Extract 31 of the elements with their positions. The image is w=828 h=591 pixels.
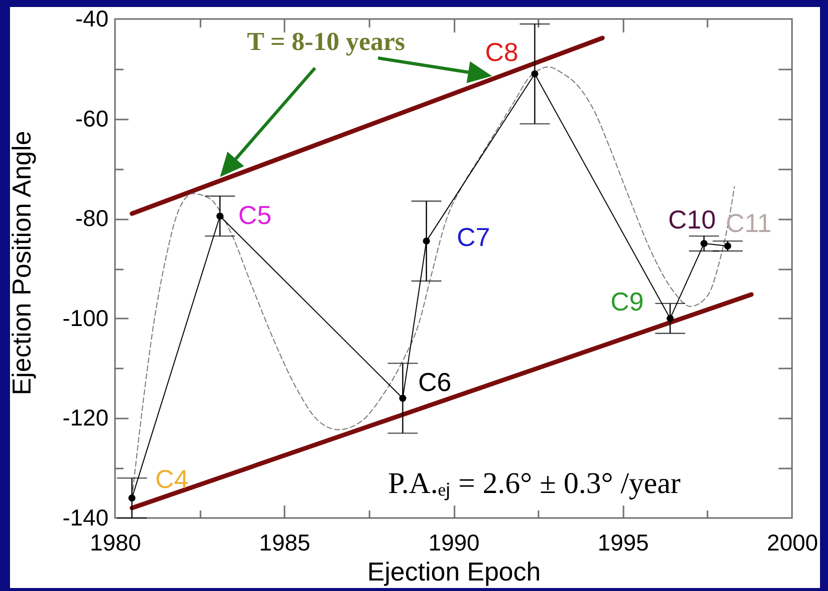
y-tick-label: -40 xyxy=(75,6,108,32)
point xyxy=(724,242,732,250)
point xyxy=(128,494,136,502)
annotation: C10 xyxy=(668,204,716,235)
point xyxy=(531,70,538,78)
x-tick-label: 1995 xyxy=(598,530,649,556)
point xyxy=(666,314,674,322)
x-tick-label: 1990 xyxy=(428,530,480,556)
y-tick-label: -60 xyxy=(75,105,108,132)
x-tick-label: 1980 xyxy=(90,530,142,556)
annotation: C5 xyxy=(238,200,272,230)
y-tick-label: -80 xyxy=(75,205,108,232)
annotation: C8 xyxy=(485,36,518,67)
annotation: C4 xyxy=(155,464,189,494)
annotation: C7 xyxy=(456,222,490,252)
point xyxy=(399,394,406,402)
annotation: C9 xyxy=(610,286,644,316)
annotation: T = 8-10 years xyxy=(246,27,406,56)
point xyxy=(422,238,430,245)
y-tick-label: -140 xyxy=(62,504,108,530)
y-axis-title: Ejection Position Angle xyxy=(6,130,36,396)
point xyxy=(700,240,708,248)
annotation: P.A.ₑⱼ = 2.6° ± 0.3° /year xyxy=(388,467,681,501)
x-axis-title: Ejection Epoch xyxy=(367,556,541,586)
x-tick-label: 1985 xyxy=(259,530,310,556)
annotation: C6 xyxy=(418,367,452,398)
y-tick-label: -120 xyxy=(62,404,108,431)
annotation: C11 xyxy=(726,208,772,238)
x-tick-label: 2000 xyxy=(766,530,818,556)
point xyxy=(216,212,224,220)
y-tick-label: -100 xyxy=(62,304,108,331)
